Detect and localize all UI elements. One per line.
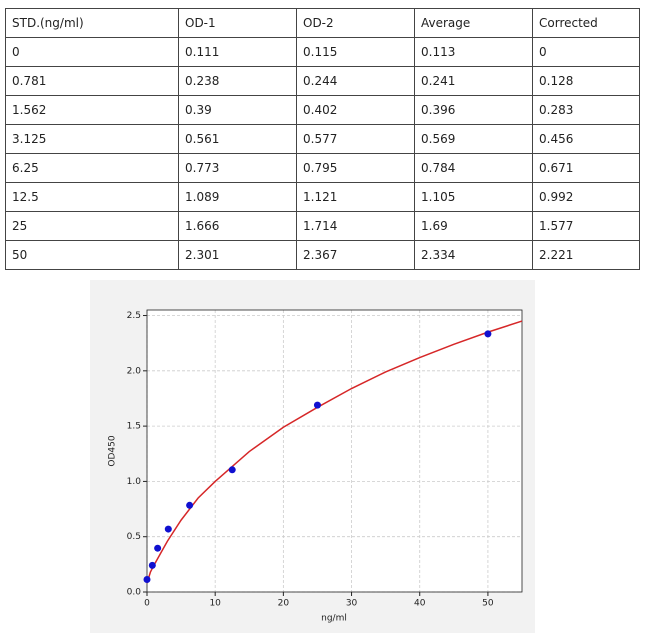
header-row: STD.(ng/ml) OD-1 OD-2 Average Corrected — [5, 8, 640, 38]
x-tick-label: 0 — [144, 599, 150, 609]
table-cell: 0.671 — [532, 153, 640, 183]
table-cell: 0 — [532, 37, 640, 67]
table-cell: OD-1 — [178, 8, 297, 38]
table-cell: 0.128 — [532, 66, 640, 96]
table-cell: Average — [414, 8, 533, 38]
y-tick-label: 0.5 — [127, 532, 141, 542]
x-tick-label: 10 — [209, 599, 221, 609]
table-row: 0 0.111 0.115 0.113 0 — [5, 37, 640, 67]
table-cell: 1.089 — [178, 182, 297, 212]
y-tick-label: 1.0 — [127, 477, 142, 487]
table-cell: 0.396 — [414, 95, 533, 125]
table-cell: 1.666 — [178, 211, 297, 241]
table-cell: 0.569 — [414, 124, 533, 154]
x-axis-label: ng/ml — [321, 614, 347, 624]
table-cell: 0.39 — [178, 95, 297, 125]
y-tick-label: 2.5 — [127, 311, 141, 321]
y-tick-label: 0.0 — [127, 588, 142, 598]
table-cell: 0.784 — [414, 153, 533, 183]
table-cell: 50 — [5, 240, 179, 270]
table-row: 50 2.301 2.367 2.334 2.221 — [5, 240, 640, 270]
x-tick-label: 30 — [346, 599, 358, 609]
table-cell: 1.714 — [296, 211, 415, 241]
table-cell: 0.283 — [532, 95, 640, 125]
data-point — [154, 544, 162, 552]
table-cell: 1.577 — [532, 211, 640, 241]
table-cell: 0.456 — [532, 124, 640, 154]
table-cell: 0.115 — [296, 37, 415, 67]
table-cell: 0.577 — [296, 124, 415, 154]
table-cell: 2.367 — [296, 240, 415, 270]
x-tick-label: 20 — [278, 599, 290, 609]
chart: ng/ml OD450 0.0 0.5 1.0 1.5 2.0 2.5 0 10 20 30 40 5… — [90, 280, 535, 633]
table-cell: 0.992 — [532, 182, 640, 212]
plot-frame — [146, 309, 523, 593]
x-tick-label: 40 — [414, 599, 426, 609]
data-point — [228, 466, 236, 474]
table-row: 6.25 0.773 0.795 0.784 0.671 — [5, 153, 640, 183]
table-cell: 0.402 — [296, 95, 415, 125]
table-cell: Corrected — [532, 8, 640, 38]
table-cell: 2.334 — [414, 240, 533, 270]
y-axis-label: OD450 — [108, 435, 118, 466]
table-cell: 12.5 — [5, 182, 179, 212]
fit-curve — [146, 320, 523, 584]
table-cell: STD.(ng/ml) — [5, 8, 179, 38]
table-cell: 0.781 — [5, 66, 179, 96]
table-cell: 3.125 — [5, 124, 179, 154]
table-row: 12.5 1.089 1.121 1.105 0.992 — [5, 182, 640, 212]
table-cell: OD-2 — [296, 8, 415, 38]
table-cell: 2.221 — [532, 240, 640, 270]
x-tick-label: 50 — [482, 599, 494, 609]
table-row: 3.125 0.561 0.577 0.569 0.456 — [5, 124, 640, 154]
data-point — [313, 401, 321, 409]
table-cell: 0.113 — [414, 37, 533, 67]
table-cell: 0 — [5, 37, 179, 67]
plot-area — [147, 310, 522, 592]
table-cell: 2.301 — [178, 240, 297, 270]
data-point — [143, 576, 151, 584]
data-point — [148, 561, 156, 569]
table-row: 25 1.666 1.714 1.69 1.577 — [5, 211, 640, 241]
data-point — [484, 330, 492, 338]
table-cell: 1.105 — [414, 182, 533, 212]
table-cell: 0.795 — [296, 153, 415, 183]
table-cell: 0.561 — [178, 124, 297, 154]
y-tick-label: 1.5 — [127, 422, 141, 432]
table-cell: 1.69 — [414, 211, 533, 241]
table-row: 1.562 0.39 0.402 0.396 0.283 — [5, 95, 640, 125]
table-cell: 0.238 — [178, 66, 297, 96]
table-cell: 0.111 — [178, 37, 297, 67]
table-cell: 0.241 — [414, 66, 533, 96]
table-cell: 6.25 — [5, 153, 179, 183]
table-cell: 0.773 — [178, 153, 297, 183]
table-cell: 0.244 — [296, 66, 415, 96]
table-cell: 1.121 — [296, 182, 415, 212]
data-table: STD.(ng/ml) OD-1 OD-2 Average Corrected 0 0.11… — [5, 8, 640, 270]
y-tick-label: 2.0 — [127, 366, 142, 376]
data-point — [186, 501, 194, 509]
data-point — [164, 525, 172, 533]
table-row: 0.781 0.238 0.244 0.241 0.128 — [5, 66, 640, 96]
table-cell: 25 — [5, 211, 179, 241]
table-cell: 1.562 — [5, 95, 179, 125]
